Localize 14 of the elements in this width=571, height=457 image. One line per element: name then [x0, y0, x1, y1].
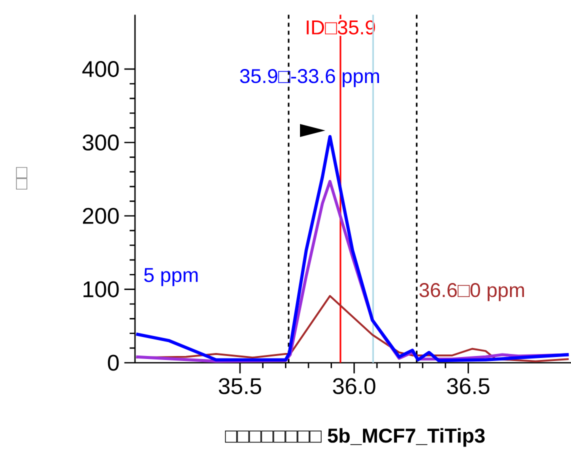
annotation: 36.6□0 ppm	[419, 283, 524, 302]
x-axis-title: □□□□□□□□ 5b_MCF7_TiTip3	[225, 428, 485, 447]
annotation: 35.9□-33.6 ppm	[240, 69, 379, 88]
annotation: 5 ppm	[144, 268, 198, 286]
y-tick-label: 300	[82, 134, 119, 151]
ref-line-label: ID□35.9	[306, 20, 375, 34]
y-axis-title: □□	[16, 167, 28, 190]
x-tick-label: 35.5	[218, 378, 262, 394]
y-tick-label: 400	[82, 61, 119, 78]
y-tick-label: 100	[84, 281, 119, 298]
x-tick-label: 36.0	[332, 378, 376, 394]
x-tick-label: 36.5	[447, 378, 490, 394]
y-tick-label: 0	[108, 354, 119, 371]
y-tick-label: 200	[82, 208, 119, 224]
